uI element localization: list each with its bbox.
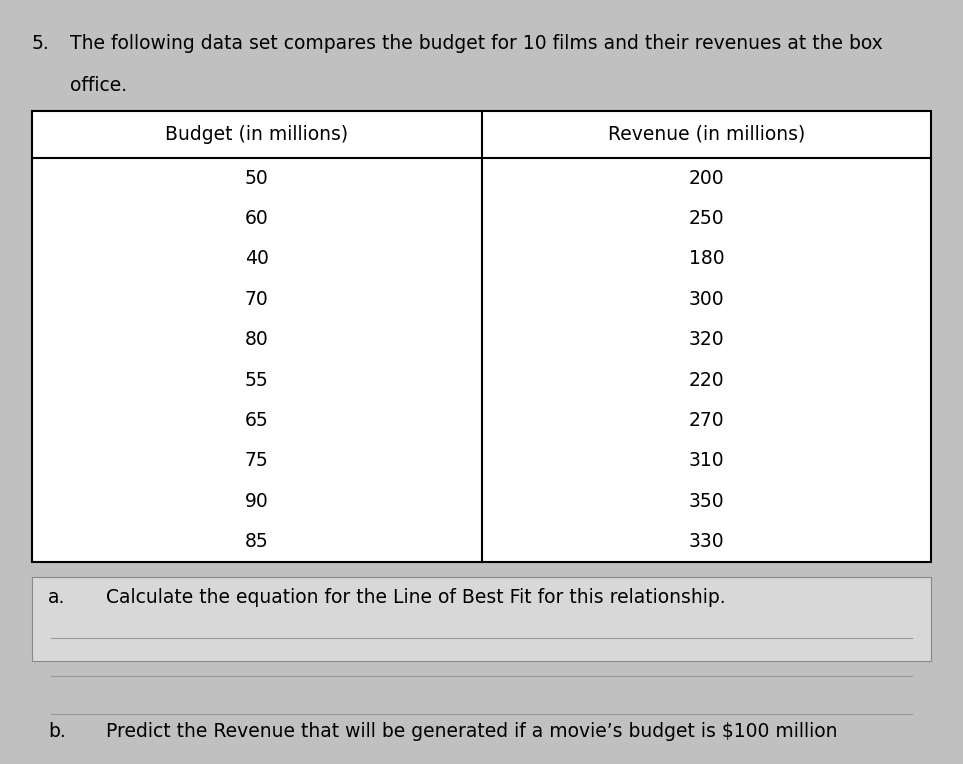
Text: 330: 330 <box>689 532 724 551</box>
Text: 310: 310 <box>689 452 724 470</box>
Text: Calculate the equation for the Line of Best Fit for this relationship.: Calculate the equation for the Line of B… <box>106 588 725 607</box>
Text: 320: 320 <box>689 330 724 349</box>
Text: 5.: 5. <box>32 34 49 53</box>
Text: 75: 75 <box>245 452 269 470</box>
Text: Budget (in millions): Budget (in millions) <box>165 125 349 144</box>
Text: 270: 270 <box>689 411 724 430</box>
Text: 250: 250 <box>689 209 724 228</box>
Text: 55: 55 <box>245 371 269 390</box>
Text: Revenue (in millions): Revenue (in millions) <box>608 125 805 144</box>
Text: 85: 85 <box>245 532 269 551</box>
Text: office.: office. <box>70 76 127 96</box>
Text: 80: 80 <box>245 330 269 349</box>
Text: 65: 65 <box>245 411 269 430</box>
Text: a.: a. <box>48 588 65 607</box>
Text: b.: b. <box>48 722 65 741</box>
Text: 300: 300 <box>689 290 724 309</box>
Bar <box>32 577 931 661</box>
Text: 90: 90 <box>245 491 269 510</box>
Text: 180: 180 <box>689 250 724 268</box>
Text: 220: 220 <box>689 371 724 390</box>
Text: 50: 50 <box>245 169 269 188</box>
Text: Predict the Revenue that will be generated if a movie’s budget is $100 million: Predict the Revenue that will be generat… <box>106 722 838 741</box>
Text: 70: 70 <box>245 290 269 309</box>
Text: 200: 200 <box>689 169 724 188</box>
Text: The following data set compares the budget for 10 films and their revenues at th: The following data set compares the budg… <box>70 34 883 53</box>
Text: 350: 350 <box>689 491 724 510</box>
Text: 40: 40 <box>245 250 269 268</box>
Bar <box>32 111 931 562</box>
Text: 60: 60 <box>245 209 269 228</box>
